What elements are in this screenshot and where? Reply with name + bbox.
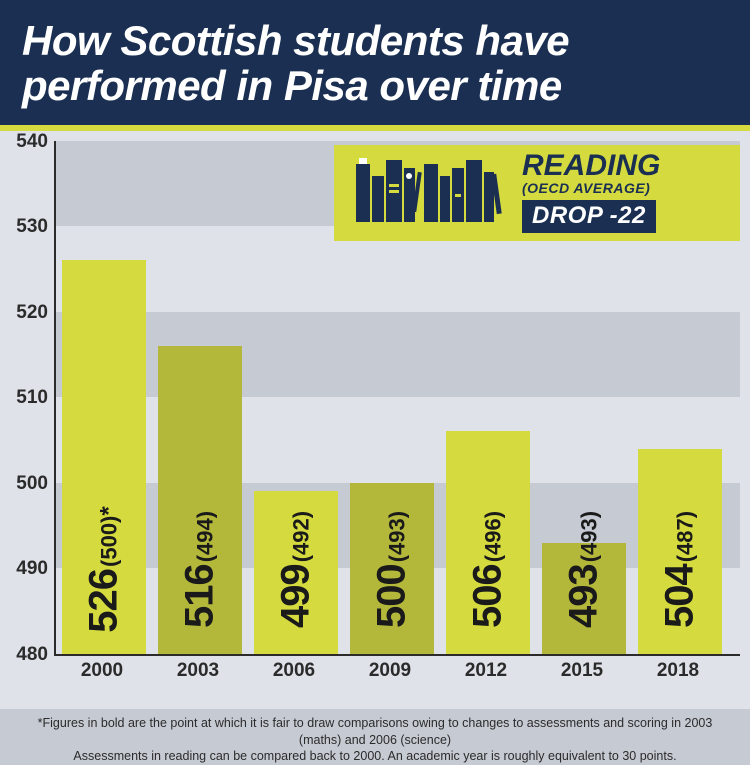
books-icon xyxy=(346,154,516,232)
bar-value: 504 xyxy=(658,564,703,628)
x-tick-label: 2018 xyxy=(636,660,720,682)
y-tick-label: 540 xyxy=(6,131,48,153)
bar-subvalue: (493) xyxy=(577,511,603,562)
x-tick-label: 2012 xyxy=(444,660,528,682)
bar-value: 499 xyxy=(274,564,319,628)
bar-label: 500(493) xyxy=(370,511,415,628)
badge-drop: DROP -22 xyxy=(522,200,656,233)
y-tick-label: 480 xyxy=(6,644,48,666)
bar: 493(493) xyxy=(542,543,626,654)
bar-subvalue: (494) xyxy=(193,511,219,562)
y-tick-label: 490 xyxy=(6,558,48,580)
reading-badge: READING (OECD AVERAGE) DROP -22 xyxy=(334,145,740,241)
bar-label: 504(487) xyxy=(658,511,703,628)
bar-subvalue: (492) xyxy=(289,511,315,562)
y-tick-label: 530 xyxy=(6,216,48,238)
footnote-line1: *Figures in bold are the point at which … xyxy=(22,715,728,749)
y-tick-label: 500 xyxy=(6,473,48,495)
bar-label: 499(492) xyxy=(274,511,319,628)
y-tick-label: 510 xyxy=(6,387,48,409)
badge-subtitle: (OECD AVERAGE) xyxy=(522,180,728,196)
bar: 504(487) xyxy=(638,449,722,654)
x-tick-label: 2006 xyxy=(252,660,336,682)
bar-label: 506(496) xyxy=(466,511,511,628)
footnote-line2: Assessments in reading can be compared b… xyxy=(22,748,728,765)
bar: 500(493) xyxy=(350,483,434,654)
bar: 516(494) xyxy=(158,346,242,654)
bar-subvalue: (493) xyxy=(385,511,411,562)
bar-label: 516(494) xyxy=(178,511,223,628)
footnote: *Figures in bold are the point at which … xyxy=(0,709,750,765)
bar-asterisk: * xyxy=(96,506,124,515)
bar-label: 526 (500)* xyxy=(82,506,127,632)
y-tick-label: 520 xyxy=(6,302,48,324)
chart-area: 526(500)*516(494)499(492)500(493)506(496… xyxy=(0,131,750,709)
header: How Scottish students have performed in … xyxy=(0,0,750,131)
badge-text: READING (OECD AVERAGE) DROP -22 xyxy=(516,152,728,233)
bar-subvalue: (487) xyxy=(673,511,699,562)
badge-title: READING xyxy=(522,152,728,179)
x-tick-label: 2000 xyxy=(60,660,144,682)
bar-value: 500 xyxy=(370,564,415,628)
x-tick-label: 2015 xyxy=(540,660,624,682)
bar: 499(492) xyxy=(254,491,338,653)
bar-value: 493 xyxy=(562,564,607,628)
bar: 526 (500)* xyxy=(62,260,146,653)
bar-value: 516 xyxy=(178,564,223,628)
bar-value: 526 xyxy=(82,569,127,633)
x-tick-label: 2009 xyxy=(348,660,432,682)
x-tick-label: 2003 xyxy=(156,660,240,682)
bar-subvalue: (500) xyxy=(97,515,123,566)
bar-value: 506 xyxy=(466,564,511,628)
bar-label: 493(493) xyxy=(562,511,607,628)
page-title: How Scottish students have performed in … xyxy=(22,18,728,109)
bar-subvalue: (496) xyxy=(481,511,507,562)
bar: 506(496) xyxy=(446,431,530,653)
